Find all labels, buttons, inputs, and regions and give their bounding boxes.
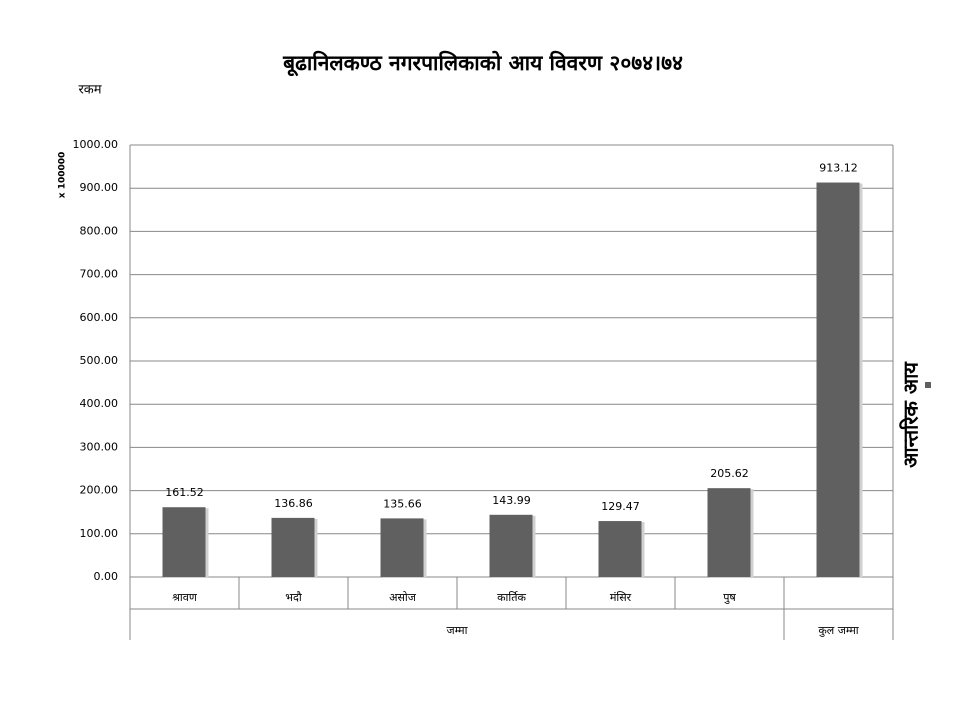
y-tick-label: 400.00 — [80, 397, 119, 410]
x-tick-label: भदौ — [285, 591, 302, 604]
y-tick-label: 200.00 — [80, 484, 119, 497]
data-label: 143.99 — [492, 494, 531, 507]
data-label: 135.66 — [383, 497, 422, 510]
y-tick-label: 300.00 — [80, 440, 119, 453]
bar — [271, 517, 315, 577]
x-tick-label: श्रावण — [172, 591, 198, 604]
x-tick-label: कार्तिक — [497, 591, 526, 604]
bar — [816, 182, 860, 577]
y-tick-label: 600.00 — [80, 311, 119, 324]
bar — [489, 514, 533, 577]
bar — [162, 507, 206, 577]
x-tick-label: मंसिर — [610, 591, 632, 604]
legend-label: आन्तरिक आय — [899, 361, 923, 468]
y-tick-label: 0.00 — [94, 570, 119, 583]
bar — [707, 488, 751, 577]
x-tick-label: असोज — [389, 591, 417, 604]
y-tick-label: 900.00 — [80, 181, 119, 194]
group-label: कुल जम्मा — [818, 624, 858, 637]
x-tick-label: पुष — [723, 591, 736, 604]
y-tick-label: 800.00 — [80, 224, 119, 237]
group-label: जम्मा — [447, 624, 468, 637]
y-tick-label: 1000.00 — [73, 138, 119, 151]
y-axis-unit: x 100000 — [58, 152, 68, 199]
data-label: 136.86 — [274, 497, 313, 510]
chart-title: बूढानिलकण्ठ नगरपालिकाको आय विवरण २०७४।७४ — [282, 50, 683, 77]
y-axis-label: रकम — [78, 83, 101, 98]
legend-swatch — [925, 382, 931, 388]
y-tick-label: 100.00 — [80, 527, 119, 540]
y-tick-label: 500.00 — [80, 354, 119, 367]
y-tick-label: 700.00 — [80, 268, 119, 281]
data-label: 913.12 — [819, 162, 858, 175]
data-label: 161.52 — [165, 486, 204, 499]
data-label: 129.47 — [601, 500, 640, 513]
data-label: 205.62 — [710, 467, 749, 480]
bar — [380, 518, 424, 577]
bar — [598, 521, 642, 577]
